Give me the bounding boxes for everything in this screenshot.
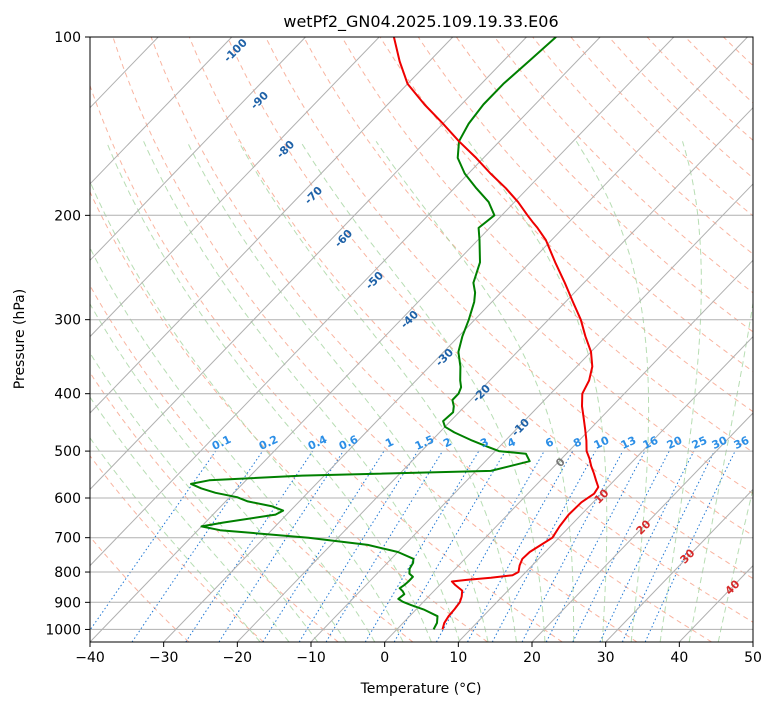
dry-adiabat <box>608 37 753 179</box>
mixing-ratio-line <box>572 450 670 642</box>
x-tick-label: −10 <box>296 650 326 666</box>
dry-adiabat <box>90 84 563 642</box>
isotherm <box>90 37 675 642</box>
mixing-ratio-line <box>325 450 444 642</box>
mixing-ratio-line <box>131 450 264 642</box>
isotherm <box>752 641 753 642</box>
x-tick-label: −30 <box>149 650 179 666</box>
mixing-ratio-label: 36 <box>732 434 752 452</box>
mixing-ratio-line <box>467 450 574 642</box>
dewpoint-line <box>190 37 557 630</box>
dry-adiabat <box>341 37 753 453</box>
mixing-ratio-label: 20 <box>665 434 685 452</box>
x-tick-label: −20 <box>223 650 253 666</box>
y-tick-label: 800 <box>54 565 81 581</box>
x-tick-label: 20 <box>523 650 541 666</box>
dry-adiabat <box>570 37 753 217</box>
y-tick-label: 600 <box>54 491 81 507</box>
dry-adiabat <box>90 454 264 642</box>
mixing-ratio-label: 16 <box>641 434 661 452</box>
isotherm <box>90 37 233 185</box>
dry-adiabat <box>265 37 753 537</box>
isotherm <box>605 488 753 642</box>
dry-adiabat <box>379 37 753 413</box>
isotherm <box>457 335 753 642</box>
chart-title: wetPf2_GN04.2025.109.19.33.E06 <box>283 12 558 32</box>
y-tick-label: 1000 <box>45 622 81 638</box>
x-axis-label: Temperature (°C) <box>360 681 482 697</box>
y-tick-label: 200 <box>54 208 81 224</box>
y-tick-label: 400 <box>54 387 81 403</box>
mixing-ratio-line <box>90 450 217 632</box>
y-axis-label: Pressure (hPa) <box>12 289 28 389</box>
isotherm <box>90 37 454 414</box>
y-tick-label: 700 <box>54 531 81 547</box>
isotherm <box>90 37 380 338</box>
mixing-ratio-line <box>218 450 344 642</box>
x-axis-ticks: −40 −30 −20 −10 0 10 20 30 40 50 <box>75 642 762 666</box>
x-tick-label: 40 <box>670 650 688 666</box>
dry-adiabat <box>227 37 753 580</box>
y-tick-label: 900 <box>54 595 81 611</box>
dry-adiabat <box>762 37 775 642</box>
dry-adiabat <box>112 37 638 642</box>
plot-frame <box>89 36 754 643</box>
dry-adiabat <box>532 37 753 255</box>
mixing-ratio-line <box>262 450 385 642</box>
mixing-ratio-line <box>185 450 314 642</box>
isotherm <box>384 259 753 642</box>
plot-area <box>90 37 753 642</box>
mixing-ratio-line <box>599 450 695 642</box>
mixing-ratio-label: 13 <box>619 434 638 452</box>
x-tick-label: 30 <box>597 650 615 666</box>
y-tick-label: 500 <box>54 444 81 460</box>
dry-adiabat <box>90 284 414 642</box>
y-tick-label: 300 <box>54 313 81 329</box>
x-tick-label: 0 <box>380 650 389 666</box>
dry-adiabat <box>150 37 712 642</box>
y-tick-label: 100 <box>54 30 81 46</box>
isotherm <box>90 37 601 567</box>
profiles <box>190 37 600 630</box>
x-tick-label: 10 <box>449 650 467 666</box>
mixing-ratio-label: 30 <box>710 434 730 452</box>
isotherm <box>531 412 753 642</box>
x-tick-label: 50 <box>744 650 762 666</box>
mixing-ratio-line <box>435 450 545 642</box>
dry-adiabat <box>90 535 190 642</box>
dry-adiabat <box>417 37 753 373</box>
isotherm <box>90 37 306 262</box>
mixing-ratio-label: 25 <box>690 434 709 452</box>
dry-adiabat <box>90 190 488 642</box>
dry-adiabat <box>303 37 753 495</box>
dry-adiabat <box>455 37 753 333</box>
isotherm <box>163 37 748 642</box>
x-tick-label: −40 <box>75 650 105 666</box>
temperature-line <box>392 37 600 630</box>
isotherm <box>310 183 753 642</box>
isotherm <box>90 37 527 491</box>
isotherm <box>0 37 11 642</box>
grid-lines <box>0 37 753 642</box>
mixing-ratio-label: 10 <box>592 434 612 452</box>
y-axis-ticks: 100 200 300 400 500 600 700 800 900 1000 <box>45 30 90 638</box>
